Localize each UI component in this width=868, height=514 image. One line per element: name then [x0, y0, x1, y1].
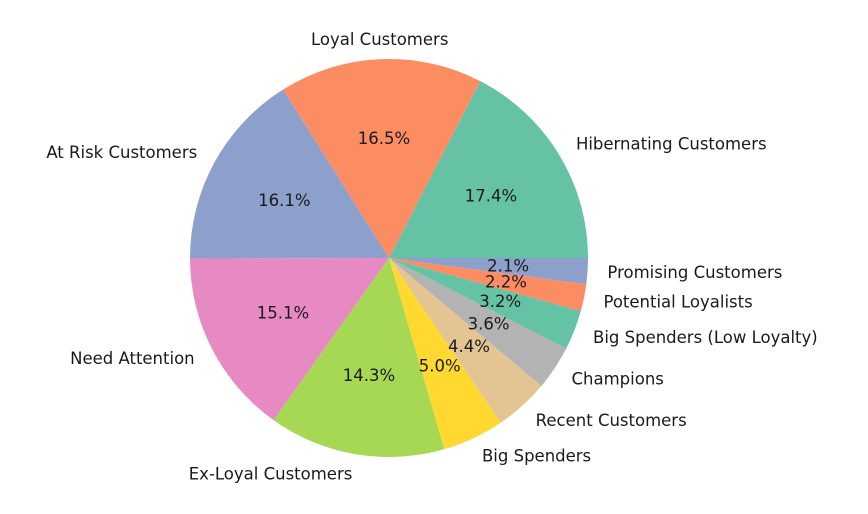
- pie-percent-label-champions: 3.6%: [468, 314, 510, 333]
- pie-slice-potential-loyalists: [389, 258, 587, 312]
- pie-category-label-ex-loyal-customers: Ex-Loyal Customers: [189, 464, 353, 483]
- pie-slice-big-spenders-low-loyalty: [389, 258, 581, 349]
- pie-percent-label-at-risk-customers: 16.1%: [258, 191, 310, 210]
- pie-slice-promising-customers: [389, 258, 588, 285]
- pie-slice-champions: [389, 258, 567, 386]
- pie-category-label-champions: Champions: [572, 369, 664, 388]
- pie-slice-ex-loyal-customers: [273, 258, 445, 457]
- pie-percent-label-ex-loyal-customers: 14.3%: [343, 366, 395, 385]
- pie-slice-loyal-customers: [283, 59, 481, 259]
- slices-layer: [190, 59, 588, 457]
- pie-percent-label-loyal-customers: 16.5%: [358, 129, 410, 148]
- pie-category-label-at-risk-customers: At Risk Customers: [46, 143, 197, 162]
- pie-percent-label-promising-customers: 2.1%: [487, 256, 529, 275]
- category-labels-layer: Hibernating Customers Loyal Customers At R…: [46, 30, 817, 484]
- percent-labels-layer: 17.4% 16.5% 16.1% 15.1% 14.3% 5.0%4.4% 3.6% 3.2…: [257, 129, 529, 385]
- pie-percent-label-recent-customers: 4.4%: [448, 337, 490, 356]
- pie-slice-at-risk-customers: [190, 89, 389, 259]
- pie-category-label-promising-customers: Promising Customers: [607, 263, 782, 282]
- pie-percent-label-hibernating-customers: 17.4%: [465, 186, 517, 205]
- pie-category-label-recent-customers: Recent Customers: [536, 411, 687, 430]
- pie-percent-label-big-spenders-low-loyalty: 3.2%: [479, 292, 521, 311]
- pie-slice-hibernating-customers: [389, 81, 588, 259]
- pie-slice-need-attention: [190, 258, 389, 421]
- pie-slice-big-spenders: [389, 258, 501, 450]
- pie-category-label-big-spenders: Big Spenders: [482, 447, 591, 466]
- pie-category-label-need-attention: Need Attention: [70, 349, 195, 368]
- pie-percent-label-need-attention: 15.1%: [257, 303, 309, 322]
- pie-category-label-big-spenders-low-loyalty: Big Spenders (Low Loyalty): [593, 328, 818, 347]
- pie-category-label-potential-loyalists: Potential Loyalists: [603, 292, 752, 311]
- pie-category-label-loyal-customers: Loyal Customers: [311, 30, 448, 49]
- pie-category-label-hibernating-customers: Hibernating Customers: [576, 135, 767, 154]
- pie-slice-recent-customers: [389, 258, 542, 423]
- pie-percent-label-potential-loyalists: 2.2%: [485, 272, 527, 291]
- pie-percent-label-big-spenders: 5.0%: [419, 357, 461, 376]
